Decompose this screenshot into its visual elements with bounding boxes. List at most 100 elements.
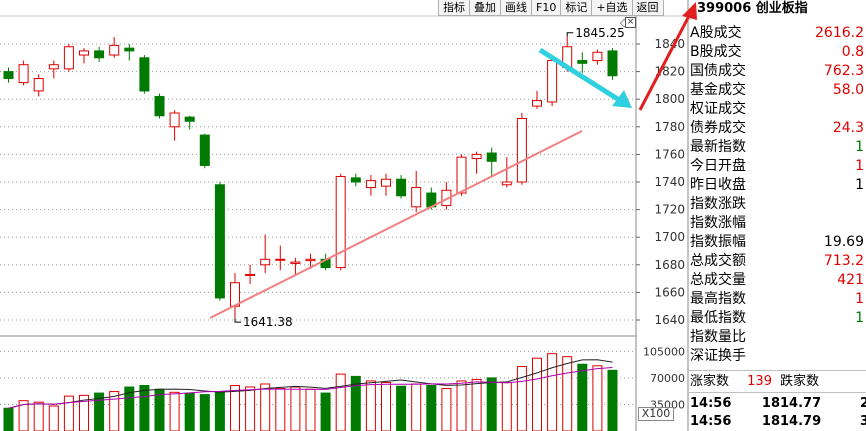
candle-body	[139, 57, 150, 92]
volume-bar	[94, 392, 105, 431]
quote-value: 421	[837, 272, 864, 288]
quote-label: 国债成交	[690, 63, 746, 79]
quote-row: 国债成交 762.3	[688, 62, 866, 81]
volume-bar	[381, 381, 391, 431]
candle-body	[94, 50, 105, 59]
index-title: 399006 创业板指	[697, 1, 808, 16]
quote-value: 1	[855, 291, 864, 307]
candle-body	[275, 258, 286, 261]
volume-bar	[426, 385, 437, 431]
quote-label: B股成交	[690, 44, 742, 60]
price-tick-label: 1760	[654, 147, 685, 161]
volume-bar	[290, 386, 301, 431]
quote-row: 深证换手	[688, 347, 866, 366]
volume-ma-line	[8, 359, 613, 409]
volume-bar	[260, 383, 271, 431]
candle-body	[607, 50, 618, 77]
red-arrow-head	[682, 2, 697, 20]
quote-value: 1	[855, 158, 864, 174]
price-tick-label: 1680	[654, 258, 685, 272]
advance-label: 涨家数	[690, 374, 730, 389]
quote-label: 基金成交	[690, 82, 746, 98]
price-tick-label: 1800	[654, 92, 685, 106]
candle-body	[471, 153, 482, 160]
mark-button[interactable]: 标记	[560, 0, 592, 16]
volume-bar	[63, 395, 74, 431]
add-watchlist-button[interactable]: +自选	[591, 0, 632, 16]
panel-divider-2	[688, 392, 866, 393]
volume-bar	[169, 391, 180, 431]
tick-row-1: 14:56 1814.77 2	[690, 395, 866, 412]
volume-bar	[471, 378, 482, 431]
panel-divider	[688, 370, 866, 371]
price-tick-label: 1720	[654, 203, 685, 217]
diamond-icon[interactable]: ◇	[620, 16, 628, 29]
quote-value: 19.69	[823, 234, 864, 250]
price-tick-label: 1840	[654, 37, 685, 51]
candle-body	[532, 100, 542, 107]
tick-price: 1814.77	[761, 396, 822, 411]
quote-label: 最新指数	[690, 139, 746, 155]
tick-time: 14:56	[690, 414, 732, 429]
candle-body	[214, 184, 225, 299]
tick-time: 14:56	[690, 396, 732, 411]
draw-line-button[interactable]: 画线	[500, 0, 531, 16]
quote-value: 1	[855, 177, 864, 193]
volume-bar	[486, 377, 497, 431]
top-toolbar: 指标 叠加 画线 F10 标记 +自选 返回	[438, 0, 664, 16]
candle-body	[124, 47, 135, 52]
quote-value: 1	[855, 139, 864, 155]
candle-body	[109, 44, 120, 56]
volume-bar	[48, 405, 59, 431]
candle-body	[335, 175, 346, 269]
volume-bar	[532, 357, 542, 431]
tick-row-2: 14:56 1814.79 3	[690, 413, 866, 430]
indicator-button[interactable]: 指标	[438, 0, 469, 16]
red-arrow-shaft	[638, 13, 692, 111]
back-button[interactable]: 返回	[631, 0, 664, 16]
quote-row: 权证成交	[688, 100, 866, 119]
volume-tick-label: 105000	[643, 345, 685, 358]
volume-bar	[320, 392, 331, 431]
candle-body	[577, 60, 588, 64]
quote-value: 24.3	[832, 120, 864, 136]
price-tick-label: 1740	[654, 175, 685, 189]
quote-label: 总成交额	[690, 253, 746, 269]
quote-value: 1	[855, 310, 864, 326]
quote-value: 0.8	[841, 44, 864, 60]
quote-label: 昨日收盘	[690, 177, 746, 193]
volume-bar	[607, 369, 618, 431]
price-tick-label: 1660	[654, 285, 685, 299]
tick-volume: 3	[860, 414, 866, 429]
candle-body	[18, 64, 29, 84]
volume-bar	[577, 363, 588, 431]
quote-row: 最低指数 1	[688, 309, 866, 328]
volume-bar	[3, 407, 14, 431]
candle-body	[33, 78, 44, 92]
candle-body	[516, 118, 527, 183]
quote-row: 总成交量 421	[688, 271, 866, 290]
volume-bar	[592, 365, 603, 431]
quote-row: 指数涨跌	[688, 195, 866, 214]
candle-body	[396, 178, 407, 197]
volume-bar	[305, 388, 316, 431]
candle-body	[381, 178, 391, 187]
quote-label: 最高指数	[690, 291, 746, 307]
high-label: 1845.25	[575, 26, 625, 40]
candle-body	[169, 112, 180, 128]
candle-body	[350, 177, 361, 183]
overlay-button[interactable]: 叠加	[469, 0, 500, 16]
quote-row: 最高指数 1	[688, 290, 866, 309]
quote-label: 指数量比	[690, 329, 746, 345]
quote-row: 总成交额 713.2	[688, 252, 866, 271]
quote-value: 713.2	[823, 253, 864, 269]
close-icon[interactable]: ×	[625, 17, 636, 28]
quote-row: 债券成交 24.3	[688, 119, 866, 138]
f10-button[interactable]: F10	[531, 0, 561, 16]
trend-line	[209, 130, 583, 319]
cyan-arrow-shaft	[538, 47, 626, 106]
decline-label: 跌家数	[780, 374, 820, 389]
advance-decline-row: 涨家数 139 跌家数	[690, 373, 819, 390]
candle-body	[199, 134, 210, 166]
